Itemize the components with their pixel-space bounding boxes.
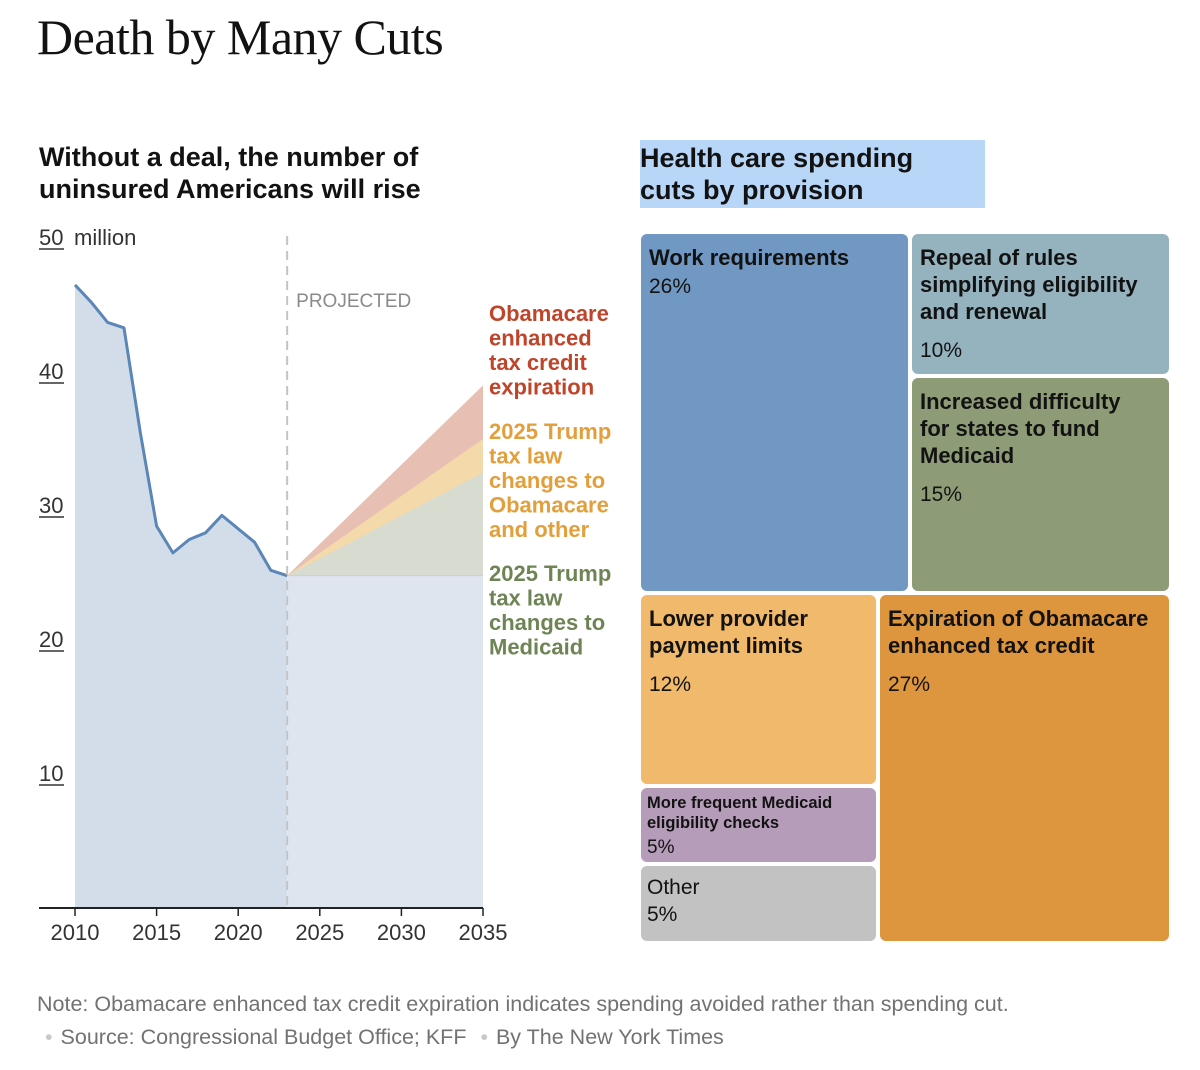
historical-area xyxy=(75,284,288,908)
annotation-trump-medicaid: 2025 Trump xyxy=(489,561,611,586)
annotation-trump-obamacare: changes to xyxy=(489,468,605,493)
treemap-title-line-1: Health care spending xyxy=(640,143,914,173)
footer-source: Source: Congressional Budget Office; KFF xyxy=(60,1025,467,1049)
annotation-trump-medicaid: changes to xyxy=(489,610,605,635)
annotation-trump-obamacare: 2025 Trump xyxy=(489,419,611,444)
y-tick-label: 30 xyxy=(39,493,63,518)
tile-percent: 27% xyxy=(888,673,931,696)
tile-other: Other 5% xyxy=(641,866,876,941)
tile-label: Expiration of Obamacare enhanced tax cre… xyxy=(888,606,1149,658)
footer-note: Note: Obamacare enhanced tax credit expi… xyxy=(37,992,1009,1016)
footer-byline: By The New York Times xyxy=(495,1025,724,1049)
tile-repeal-eligibility-rules: Repeal of rules simplifying eligibility … xyxy=(912,234,1169,374)
tile-increased-difficulty: Increased difficulty for states to fund … xyxy=(912,378,1169,591)
tile-label: Lower provider payment limits xyxy=(649,606,808,658)
x-tick-label: 2015 xyxy=(132,920,181,945)
separator-dot: • xyxy=(45,1025,53,1049)
annotation-trump-obamacare: Obamacare xyxy=(489,493,609,518)
annotation-obamacare-expiration: Obamacare xyxy=(489,301,609,326)
x-tick-label: 2010 xyxy=(51,920,100,945)
annotation-obamacare-expiration: enhanced xyxy=(489,326,592,351)
x-tick-label: 2020 xyxy=(214,920,263,945)
projected-area xyxy=(287,575,483,908)
annotation-obamacare-expiration: expiration xyxy=(489,375,594,400)
tile-percent: 12% xyxy=(649,673,692,696)
footer: Note: Obamacare enhanced tax credit expi… xyxy=(37,988,1077,1054)
tile-percent: 5% xyxy=(647,903,678,926)
tile-work-requirements: Work requirements 26% xyxy=(641,234,908,591)
annotation-trump-medicaid: tax law xyxy=(489,586,563,611)
y-unit-label: million xyxy=(74,225,136,250)
tile-percent: 15% xyxy=(920,483,963,506)
tile-percent: 26% xyxy=(649,275,692,298)
line-chart-title: Without a deal, the number of uninsured … xyxy=(39,142,421,204)
uninsured-line xyxy=(73,283,288,578)
tile-percent: 10% xyxy=(920,339,963,362)
tile-frequent-eligibility-checks: More frequent Medicaid eligibility check… xyxy=(641,788,876,862)
tile-label: More frequent Medicaid eligibility check… xyxy=(647,794,833,832)
y-tick-label: 10 xyxy=(39,761,63,786)
tile-label: Other xyxy=(647,876,700,899)
x-tick-label: 2030 xyxy=(377,920,426,945)
headline: Death by Many Cuts xyxy=(37,9,444,65)
annotation-obamacare-expiration: tax credit xyxy=(489,350,587,375)
treemap-title-line-2: cuts by provision xyxy=(640,175,864,205)
annotation-trump-obamacare: tax law xyxy=(489,444,563,469)
y-tick-label: 40 xyxy=(39,359,63,384)
projected-label: PROJECTED xyxy=(296,291,411,312)
x-tick-label: 2035 xyxy=(459,920,508,945)
y-tick-label: 20 xyxy=(39,627,63,652)
separator-dot: • xyxy=(480,1025,488,1049)
x-tick-label: 2025 xyxy=(295,920,344,945)
tile-obamacare-expiration: Expiration of Obamacare enhanced tax cre… xyxy=(880,595,1169,941)
annotation-trump-obamacare: and other xyxy=(489,517,590,542)
tile-lower-provider-limits: Lower provider payment limits 12% xyxy=(641,595,876,784)
treemap-title: Health care spending cuts by provision xyxy=(640,140,985,208)
tile-label: Increased difficulty for states to fund … xyxy=(920,389,1121,468)
tile-percent: 5% xyxy=(647,837,675,858)
y-tick-label: 50 xyxy=(39,225,63,250)
tile-label: Repeal of rules simplifying eligibility … xyxy=(920,245,1138,324)
annotation-trump-medicaid: Medicaid xyxy=(489,635,583,660)
tile-label: Work requirements xyxy=(649,245,850,270)
